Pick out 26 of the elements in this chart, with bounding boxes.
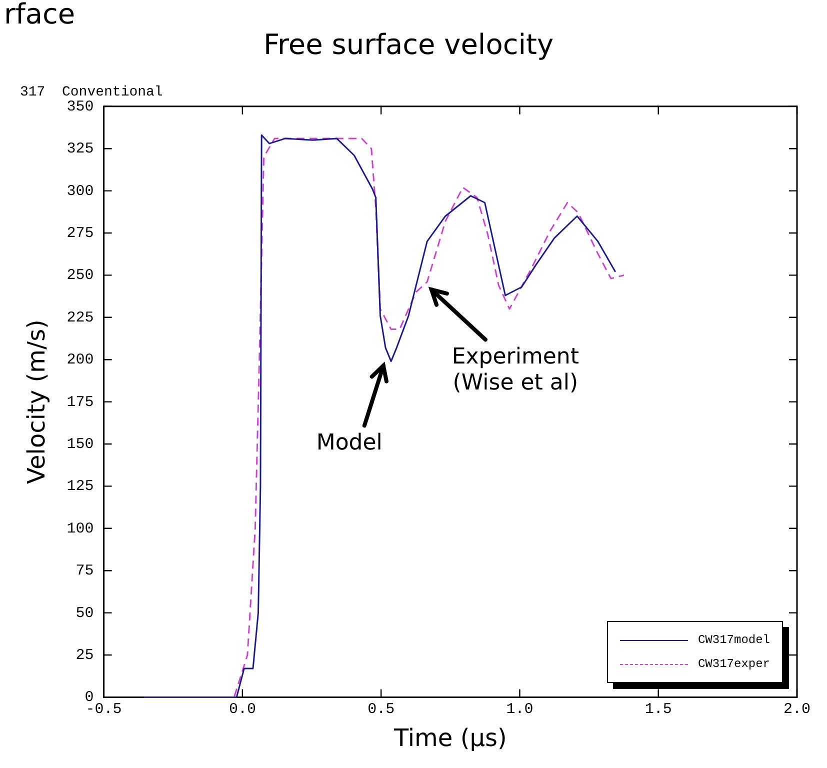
y-tick-label: 250 xyxy=(66,267,94,284)
x-tick-label: 2.0 xyxy=(783,701,811,718)
y-tick-label: 275 xyxy=(66,224,94,242)
chart-subtitle: 317 Conventional xyxy=(20,84,163,101)
y-tick-label: 325 xyxy=(66,140,94,158)
x-axis-title: Time (μs) xyxy=(392,724,507,752)
y-tick-label: 100 xyxy=(66,520,94,538)
annotation: Model xyxy=(316,430,382,456)
chart-title: Free surface velocity xyxy=(263,28,554,62)
y-tick-label: 200 xyxy=(66,352,94,369)
y-tick-label: 150 xyxy=(66,436,94,453)
y-tick-label: 50 xyxy=(76,604,94,622)
text: rface xyxy=(4,0,76,30)
y-tick-label: 175 xyxy=(66,394,94,411)
annotation: Experiment (Wise et al) xyxy=(452,344,580,396)
x-tick-label: 1.5 xyxy=(644,701,672,718)
y-tick-label: 25 xyxy=(76,646,94,664)
y-tick-label: 75 xyxy=(76,562,94,580)
y-tick-label: 300 xyxy=(66,182,94,200)
y-axis-title: Velocity (m/s) xyxy=(22,320,51,484)
x-tick-label: 0.0 xyxy=(228,701,256,718)
y-tick-label: 225 xyxy=(66,309,94,326)
y-tick-label: 125 xyxy=(66,478,94,496)
x-tick-label: 0.5 xyxy=(368,701,395,718)
x-tick-label: 1.0 xyxy=(506,701,534,718)
y-tick-label: 350 xyxy=(66,98,94,116)
